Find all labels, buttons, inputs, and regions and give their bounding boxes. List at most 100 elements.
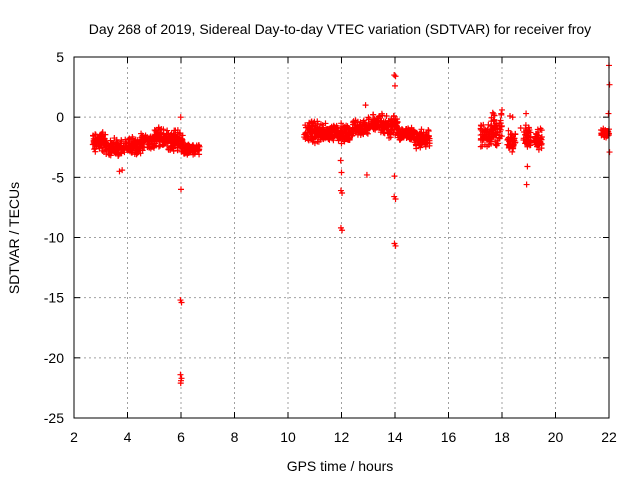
data-point-1043 [390,113,397,120]
data-point-1268 [482,134,489,141]
data-point-473 [176,130,183,137]
data-point-967 [378,110,385,117]
data-point-1045 [381,123,388,130]
x-tick-label-3: 8 [231,429,239,445]
data-point-251 [131,151,138,158]
plot-frame [73,56,610,419]
y-tick-label-2: -5 [52,169,65,185]
data-point-639 [312,123,319,130]
data-point-787 [345,137,352,144]
data-point-247 [132,141,139,148]
data-point-388 [157,135,164,142]
data-point-1411 [522,131,528,138]
data-point-724 [323,126,330,133]
data-point-1398 [520,135,527,142]
data-point-1318 [491,118,498,125]
data-point-642 [305,136,312,143]
data-point-389 [156,132,163,139]
data-point-1127 [404,132,411,139]
data-point-1408 [526,127,533,134]
data-point-69 [101,135,108,142]
data-point-1217 [420,137,427,144]
tick-labels: 2 4 6 8 10 12 14 16 18 20 22 5 0 -5 -10 -15 -20 -25 [44,49,617,445]
data-point-1294 [498,111,505,118]
data-point-390 [157,129,164,136]
data-point-974 [370,111,377,118]
data-point-1515 [363,171,370,178]
data-point-1528 [523,110,530,117]
data-point-1516 [391,72,398,79]
data-point-1216 [421,135,428,142]
data-point-889 [350,130,357,137]
data-point-1523 [392,242,399,249]
data-point-558 [183,144,190,151]
data-point-1207 [412,136,419,143]
data-point-806 [340,132,347,139]
data-point-1533 [605,110,612,117]
data-point-764 [338,140,345,147]
data-point-1436 [538,134,545,141]
y-tick-label-6: -25 [44,410,64,426]
data-point-1517 [392,73,399,80]
data-point-1022 [390,126,397,133]
data-point-1271 [477,125,484,132]
data-point-471 [165,136,172,143]
data-point-554 [186,142,193,149]
data-point-1507 [177,380,184,387]
data-point-1195 [422,143,429,150]
data-point-1351 [509,148,516,155]
data-point-708 [325,136,332,143]
y-tick-label-3: -10 [44,230,64,246]
data-point-1369 [509,143,516,150]
y-axis-label: SDTVAR / TECUs [6,182,22,294]
data-point-1501 [178,186,184,193]
data-point-1497 [600,129,607,136]
x-tick-label-5: 12 [334,429,350,445]
data-point-1215 [413,130,420,137]
data-point-1513 [339,227,346,234]
x-tick-label-8: 18 [494,429,510,445]
data-point-321 [145,144,152,151]
data-point-1500 [177,114,184,121]
data-point-229 [126,136,133,143]
data-point-1132 [396,128,403,135]
data-point-1272 [480,121,487,128]
data-point-167 [115,150,122,157]
data-point-1273 [481,141,488,148]
data-point-237 [124,147,131,154]
data-point-162 [103,141,110,148]
data-point-1449 [534,143,541,150]
data-point-1498 [116,168,123,175]
data-point-1370 [506,142,513,149]
data-point-1120 [401,128,408,135]
data-point-975 [375,123,382,130]
data-point-1326 [492,129,499,136]
data-point-1529 [524,163,531,170]
data-point-1451 [538,127,545,134]
data-point-1327 [496,132,503,139]
data-point-723 [321,129,328,136]
data-point-384 [157,142,164,149]
data-point-354 [151,142,158,149]
data-point-877 [354,123,361,130]
data-point-1527 [517,124,524,131]
data-point-1323 [493,131,500,138]
x-tick-label-9: 20 [548,429,564,445]
x-axis-label: GPS time / hours [287,458,394,474]
data-point-1246 [485,121,492,128]
data-point-458 [174,127,181,134]
data-point-53 [94,135,101,142]
data-point-155 [111,149,118,156]
data-point-972 [368,122,375,129]
x-tick-label-10: 22 [601,429,617,445]
data-point-225 [129,135,136,142]
data-point-1125 [397,132,404,139]
data-point-559 [193,143,200,150]
data-point-811 [334,124,341,131]
data-point-34 [92,148,99,155]
data-point-1325 [493,142,500,149]
y-tick-label-0: 5 [56,49,64,65]
data-point-474 [174,140,181,147]
data-point-888 [354,131,361,138]
data-point-1503 [178,299,185,306]
